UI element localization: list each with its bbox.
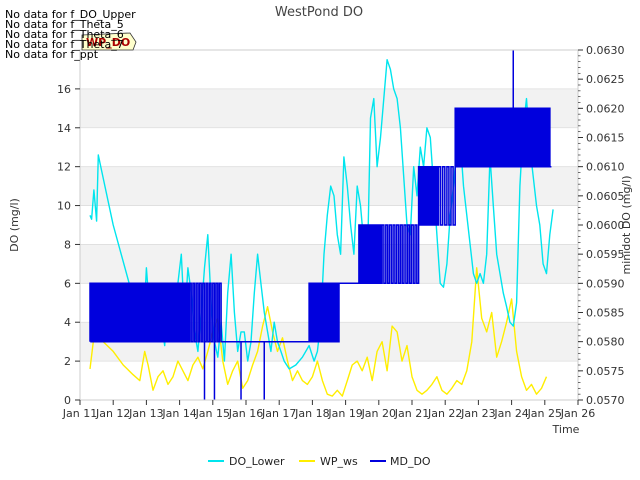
x-tick-label: Jan 18 [294, 407, 329, 420]
x-tick-label: Jan 25 [527, 407, 562, 420]
y-tick-label-right: 0.0630 [586, 44, 625, 57]
badge: WP_DO [81, 32, 137, 51]
x-tick-label: Jan 24 [493, 407, 528, 420]
chart-title: WestPond DO [275, 5, 363, 20]
y-tick-label-right: 0.0610 [586, 161, 625, 174]
no-data-note: No data for f_Theta_6 [5, 28, 124, 41]
y-axis-right: 0.0570 0.0575 0.0580 0.0585 0.0590 0.0595 0.06… [578, 44, 625, 407]
no-data-notes: No data for f_DO_Upper No data for f_The… [5, 8, 136, 61]
y-tick-label-right: 0.0595 [586, 248, 625, 261]
legend-label-md-do: MD_DO [390, 455, 431, 468]
y-axis-label-left: DO (mg/l) [8, 198, 21, 252]
x-tick-label: Jan 21 [394, 407, 429, 420]
badge-label: WP_DO [86, 36, 130, 49]
x-tick-label: Jan 20 [361, 407, 396, 420]
grid-band [80, 244, 578, 284]
y-tick-label-left: 12 [57, 161, 71, 174]
badge-shape [81, 32, 137, 51]
grid-band [80, 50, 578, 89]
x-tick-label: Jan 14 [161, 407, 196, 420]
y-tick-label-left: 10 [57, 200, 71, 213]
y-tick-label-right: 0.0575 [586, 365, 625, 378]
y-tick-label-left: 16 [57, 83, 71, 96]
y-tick-label-right: 0.0580 [586, 336, 625, 349]
y-tick-label-right: 0.0605 [586, 190, 625, 203]
x-tick-label: Jan 12 [95, 407, 130, 420]
y-tick-label-left: 14 [57, 122, 71, 135]
x-tick-label: Jan 19 [327, 407, 362, 420]
grid-band [80, 361, 578, 400]
y-tick-label-right: 0.0570 [586, 394, 625, 407]
legend-label-do-lower: DO_Lower [229, 455, 285, 468]
y-axis-left: 0 2 4 6 8 10 12 14 16 [57, 83, 80, 407]
y-tick-label-right: 0.0625 [586, 73, 625, 86]
y-tick-label-right: 0.0585 [586, 307, 625, 320]
x-tick-label: Jan 13 [128, 407, 163, 420]
series-group [89, 50, 554, 400]
x-tick-label: Jan 23 [460, 407, 495, 420]
x-tick-label: Jan 16 [228, 407, 263, 420]
x-tick-label: Jan 15 [195, 407, 230, 420]
y-tick-label-left: 2 [64, 355, 71, 368]
y-tick-label-left: 0 [64, 394, 71, 407]
y-tick-label-right: 0.0590 [586, 277, 625, 290]
legend-label-wp-ws: WP_ws [320, 455, 358, 468]
x-tick-label: Jan 22 [427, 407, 462, 420]
grid-bands [80, 50, 578, 401]
no-data-note: No data for f_Theta_7 [5, 38, 124, 51]
x-axis-label: Time [552, 423, 580, 436]
y-tick-label-right: 0.0600 [586, 219, 625, 232]
y-tick-label-left: 8 [64, 238, 71, 251]
no-data-note: No data for f_ppt [5, 48, 99, 61]
y-axis-label-right: minidot DO (mg/l) [620, 176, 633, 275]
series-line-md-do [89, 107, 552, 343]
y-tick-label-left: 6 [64, 277, 71, 290]
legend: DO_Lower WP_ws MD_DO [208, 455, 431, 468]
x-tick-label: Jan 17 [261, 407, 296, 420]
no-data-note: No data for f_DO_Upper [5, 8, 136, 21]
no-data-note: No data for f_Theta_5 [5, 18, 124, 31]
x-tick-label: Jan 11 [62, 407, 97, 420]
grid-band [80, 205, 578, 245]
y-tick-label-left: 4 [64, 316, 71, 329]
x-tick-label: Jan 26 [560, 407, 595, 420]
y-tick-label-right: 0.0620 [586, 102, 625, 115]
y-tick-label-right: 0.0615 [586, 132, 625, 145]
series-line-wp-ws [89, 267, 548, 397]
